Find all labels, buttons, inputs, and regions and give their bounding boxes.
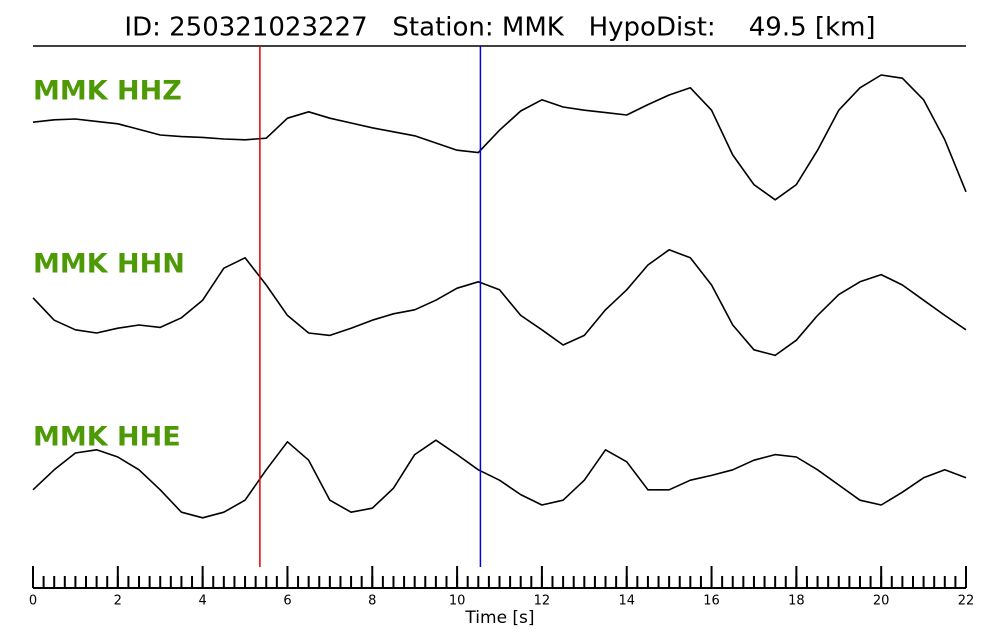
trace-label: MMK HHZ (33, 76, 182, 107)
x-tick-label: 4 (198, 594, 206, 609)
x-tick-label: 0 (29, 594, 37, 609)
trace (32, 249, 967, 357)
x-tick-label: 14 (618, 594, 635, 609)
trace-label: MMK HHE (33, 422, 181, 453)
x-tick-label: 12 (534, 594, 551, 609)
x-tick-label: 2 (114, 594, 122, 609)
x-axis-label: Time [s] (464, 608, 534, 628)
chart-title: ID: 250321023227 Station: MMK HypoDist: … (124, 13, 875, 43)
x-tick-label: 18 (788, 594, 805, 609)
x-tick-label: 16 (703, 594, 720, 609)
trace-label: MMK HHN (33, 249, 185, 280)
trace (32, 439, 967, 519)
x-tick-label: 6 (283, 594, 291, 609)
trace (32, 74, 967, 201)
x-tick-label: 8 (368, 594, 376, 609)
x-tick-label: 22 (958, 594, 975, 609)
x-tick-label: 10 (449, 594, 466, 609)
x-tick-label: 20 (873, 594, 890, 609)
